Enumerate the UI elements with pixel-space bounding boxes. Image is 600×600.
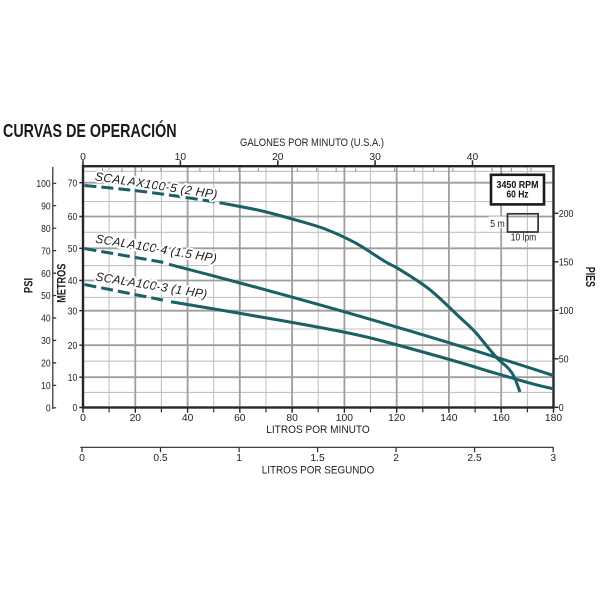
svg-text:100: 100 — [559, 305, 574, 317]
svg-text:50: 50 — [68, 243, 77, 255]
svg-text:PSI: PSI — [22, 278, 36, 293]
svg-text:1.5: 1.5 — [310, 453, 325, 464]
svg-text:30: 30 — [369, 152, 381, 163]
svg-text:200: 200 — [559, 208, 574, 220]
svg-text:50: 50 — [559, 354, 569, 366]
svg-text:100: 100 — [36, 178, 50, 190]
svg-text:150: 150 — [559, 257, 574, 269]
svg-text:1: 1 — [236, 453, 242, 464]
svg-text:20: 20 — [272, 152, 284, 163]
svg-text:80: 80 — [286, 413, 298, 424]
svg-text:30: 30 — [68, 306, 77, 318]
svg-text:90: 90 — [41, 201, 50, 213]
svg-text:LITROS POR SEGUNDO: LITROS POR SEGUNDO — [262, 465, 375, 477]
svg-text:40: 40 — [467, 152, 479, 163]
svg-text:70: 70 — [41, 246, 50, 258]
svg-text:LITROS POR MINUTO: LITROS POR MINUTO — [266, 424, 370, 436]
svg-text:100: 100 — [336, 413, 353, 424]
svg-text:0: 0 — [46, 403, 51, 415]
svg-text:40: 40 — [68, 275, 77, 287]
svg-text:10 lpm: 10 lpm — [511, 233, 537, 244]
svg-text:70: 70 — [68, 178, 77, 190]
svg-text:0: 0 — [559, 402, 564, 414]
svg-text:140: 140 — [440, 413, 457, 424]
svg-text:20: 20 — [68, 340, 77, 352]
svg-text:20: 20 — [130, 413, 142, 424]
svg-text:5 m: 5 m — [490, 219, 505, 230]
svg-text:60: 60 — [68, 211, 77, 223]
svg-text:160: 160 — [493, 413, 510, 424]
svg-text:0: 0 — [80, 152, 86, 163]
svg-text:50: 50 — [41, 290, 50, 302]
svg-text:60 Hz: 60 Hz — [507, 190, 529, 201]
svg-text:3: 3 — [550, 453, 556, 464]
svg-text:GALONES POR MINUTO (U.S.A.): GALONES POR MINUTO (U.S.A.) — [240, 137, 384, 149]
svg-text:40: 40 — [41, 313, 50, 325]
svg-text:40: 40 — [182, 413, 194, 424]
svg-text:2.5: 2.5 — [467, 453, 482, 464]
svg-text:60: 60 — [41, 268, 50, 280]
svg-text:20: 20 — [41, 358, 50, 370]
svg-text:0: 0 — [79, 453, 85, 464]
svg-text:10: 10 — [41, 380, 50, 392]
svg-text:30: 30 — [41, 335, 50, 347]
svg-text:60: 60 — [234, 413, 246, 424]
svg-text:0: 0 — [73, 402, 78, 414]
svg-text:PIES: PIES — [583, 267, 597, 287]
svg-text:10: 10 — [68, 372, 77, 384]
svg-text:2: 2 — [393, 453, 399, 464]
svg-text:0: 0 — [80, 413, 86, 424]
svg-text:80: 80 — [41, 223, 50, 235]
svg-text:180: 180 — [545, 413, 562, 424]
svg-text:0.5: 0.5 — [153, 453, 168, 464]
svg-text:3450 RPM: 3450 RPM — [497, 180, 539, 191]
svg-text:METROS: METROS — [54, 264, 68, 303]
svg-text:120: 120 — [388, 413, 405, 424]
svg-text:10: 10 — [175, 152, 187, 163]
